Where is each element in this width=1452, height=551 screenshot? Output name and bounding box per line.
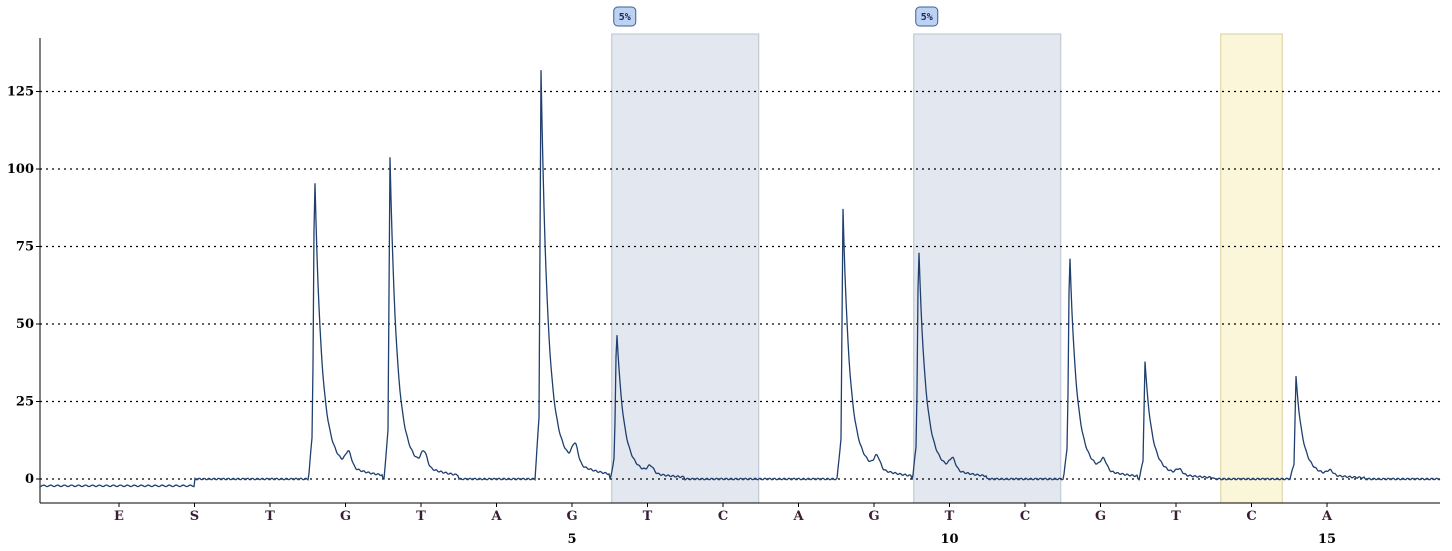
dispensation-label-3: G — [340, 509, 351, 524]
dispensation-label-2: T — [265, 509, 275, 524]
position-label-10: 10 — [940, 532, 958, 547]
percent-badge-label-1: 5% — [619, 12, 631, 23]
dispensation-label-0: E — [114, 509, 124, 524]
dispensation-label-13: G — [1095, 509, 1106, 524]
percent-badge-1 — [613, 6, 637, 27]
y-tick-label-25: 25 — [16, 395, 34, 410]
position-labels: 5 10 15 — [567, 532, 1336, 547]
dispensation-label-7: T — [643, 509, 653, 524]
dispensation-label-14: T — [1171, 509, 1181, 524]
dispensation-label-9: A — [792, 509, 804, 524]
highlight-region-1 — [611, 33, 760, 504]
highlight-region-2 — [913, 33, 1062, 504]
highlight-region-3 — [1220, 33, 1283, 504]
y-tick-labels: 0 25 50 75 100 125 — [7, 85, 40, 487]
y-tick-label-0: 0 — [25, 472, 34, 487]
dispensation-label-15: C — [1246, 509, 1256, 524]
y-tick-label-50: 50 — [16, 317, 34, 332]
position-label-15: 15 — [1318, 532, 1336, 547]
y-tick-label-125: 125 — [7, 85, 34, 100]
dispensation-label-12: C — [1020, 509, 1030, 524]
position-label-5: 5 — [567, 532, 576, 547]
dispensation-label-6: G — [566, 509, 577, 524]
y-tick-label-100: 100 — [7, 162, 34, 177]
dispensation-label-1: S — [190, 509, 199, 524]
dispensation-label-4: T — [416, 509, 426, 524]
dispensation-label-16: A — [1321, 509, 1333, 524]
percent-badge-2 — [915, 6, 939, 27]
dispensation-label-10: G — [868, 509, 879, 524]
dispensation-label-5: A — [490, 509, 502, 524]
dispensation-label-8: C — [718, 509, 728, 524]
percent-badge-label-2: 5% — [921, 12, 933, 23]
signal-trace — [39, 70, 1441, 488]
y-tick-label-75: 75 — [16, 240, 34, 255]
axes — [39, 38, 1440, 504]
dispensation-label-11: T — [945, 509, 955, 524]
region-badges: 5% 5% — [613, 6, 939, 27]
highlight-regions — [611, 33, 1283, 504]
